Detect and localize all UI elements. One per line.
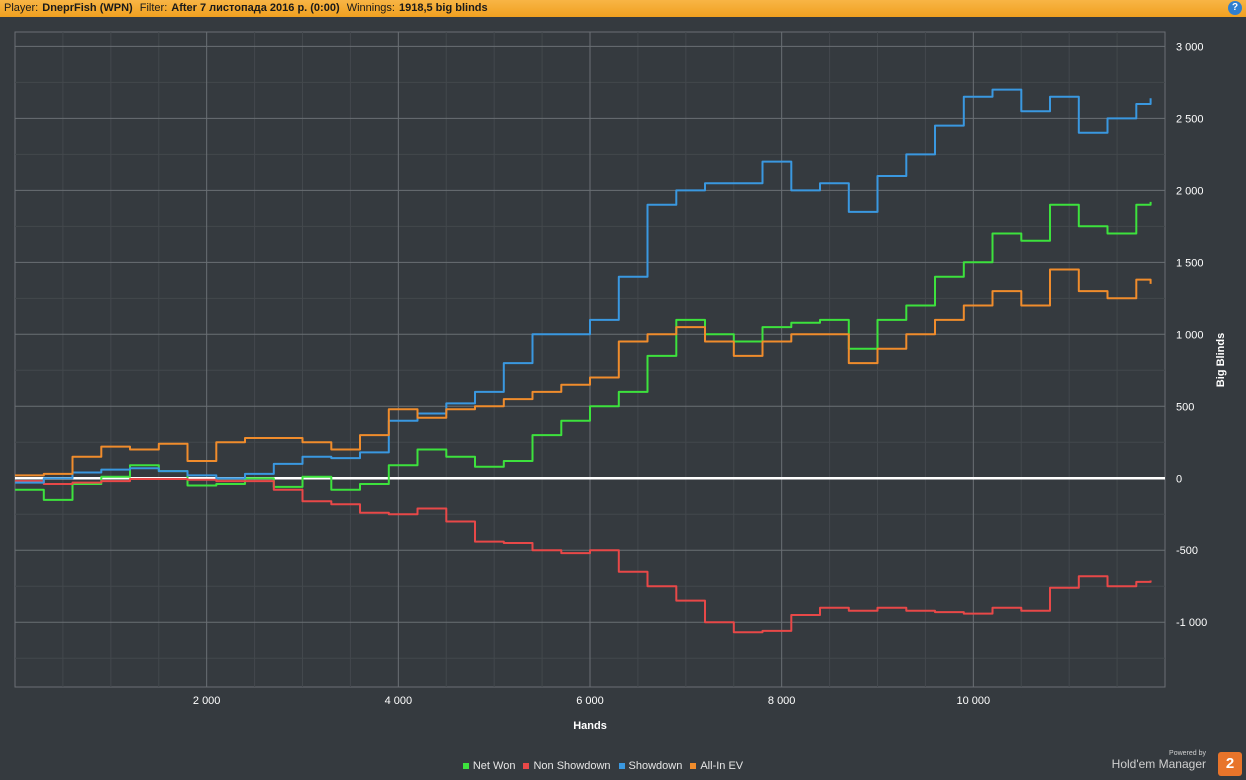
y-tick-label: -1 000 xyxy=(1176,617,1207,629)
legend: Net Won Non Showdown Showdown All-In EV xyxy=(0,760,1206,772)
series-line-all-in-ev xyxy=(15,268,1152,477)
legend-swatch xyxy=(523,763,530,769)
legend-swatch xyxy=(690,763,697,769)
brand-name: Hold'em Manager xyxy=(1111,757,1206,771)
x-tick-label: 10 000 xyxy=(957,695,991,707)
legend-item[interactable]: All-In EV xyxy=(690,760,743,772)
legend-label: Net Won xyxy=(472,760,516,772)
y-tick-label: 2 500 xyxy=(1176,113,1204,125)
series-line-showdown xyxy=(15,88,1152,484)
y-tick-label: -500 xyxy=(1176,545,1198,557)
x-tick-labels: 2 000 4 000 6 000 8 000 10 000 xyxy=(193,695,990,707)
series-line-net-won xyxy=(15,201,1152,501)
hm2-logo-icon: 2 xyxy=(1218,752,1242,776)
legend-swatch xyxy=(462,763,469,769)
legend-item[interactable]: Net Won xyxy=(462,760,516,772)
header-bar: Player: DneprFish (WPN) Filter: After 7 ли… xyxy=(0,0,1246,17)
legend-label: Non Showdown xyxy=(533,760,611,772)
y-axis-label: Big Blinds xyxy=(1215,333,1227,387)
powered-by-text: Powered by xyxy=(1169,750,1206,757)
y-tick-label: 1 500 xyxy=(1176,257,1204,269)
grid xyxy=(14,31,1166,688)
player-value: DneprFish (WPN) xyxy=(42,2,133,14)
filter-label: Filter: xyxy=(139,2,168,14)
help-icon[interactable]: ? xyxy=(1228,1,1242,15)
winnings-value: 1918,5 big blinds xyxy=(398,2,488,14)
legend-swatch xyxy=(618,763,625,769)
legend-label: All-In EV xyxy=(700,760,744,772)
x-axis-label: Hands xyxy=(573,720,607,732)
series-lines xyxy=(15,88,1152,634)
y-tick-label: 3 000 xyxy=(1176,41,1204,53)
series-line-non-showdown xyxy=(15,478,1152,634)
y-tick-labels: 3 000 2 500 2 000 1 500 1 000 500 0 -500 -1 000 xyxy=(1176,41,1207,629)
legend-label: Showdown xyxy=(628,760,683,772)
legend-item[interactable]: Non Showdown xyxy=(523,760,611,772)
legend-item[interactable]: Showdown xyxy=(618,760,683,772)
x-tick-label: 8 000 xyxy=(768,695,796,707)
branding: Powered by Hold'em Manager xyxy=(1112,750,1206,771)
player-label: Player: xyxy=(4,2,39,14)
x-tick-label: 6 000 xyxy=(576,695,604,707)
y-tick-label: 500 xyxy=(1176,401,1194,413)
y-tick-label: 2 000 xyxy=(1176,185,1204,197)
y-tick-label: 1 000 xyxy=(1176,329,1204,341)
y-tick-label: 0 xyxy=(1176,473,1182,485)
x-tick-label: 4 000 xyxy=(385,695,413,707)
winnings-label: Winnings: xyxy=(346,2,395,14)
filter-value: After 7 листопада 2016 р. (0:00) xyxy=(171,2,340,14)
x-tick-label: 2 000 xyxy=(193,695,221,707)
